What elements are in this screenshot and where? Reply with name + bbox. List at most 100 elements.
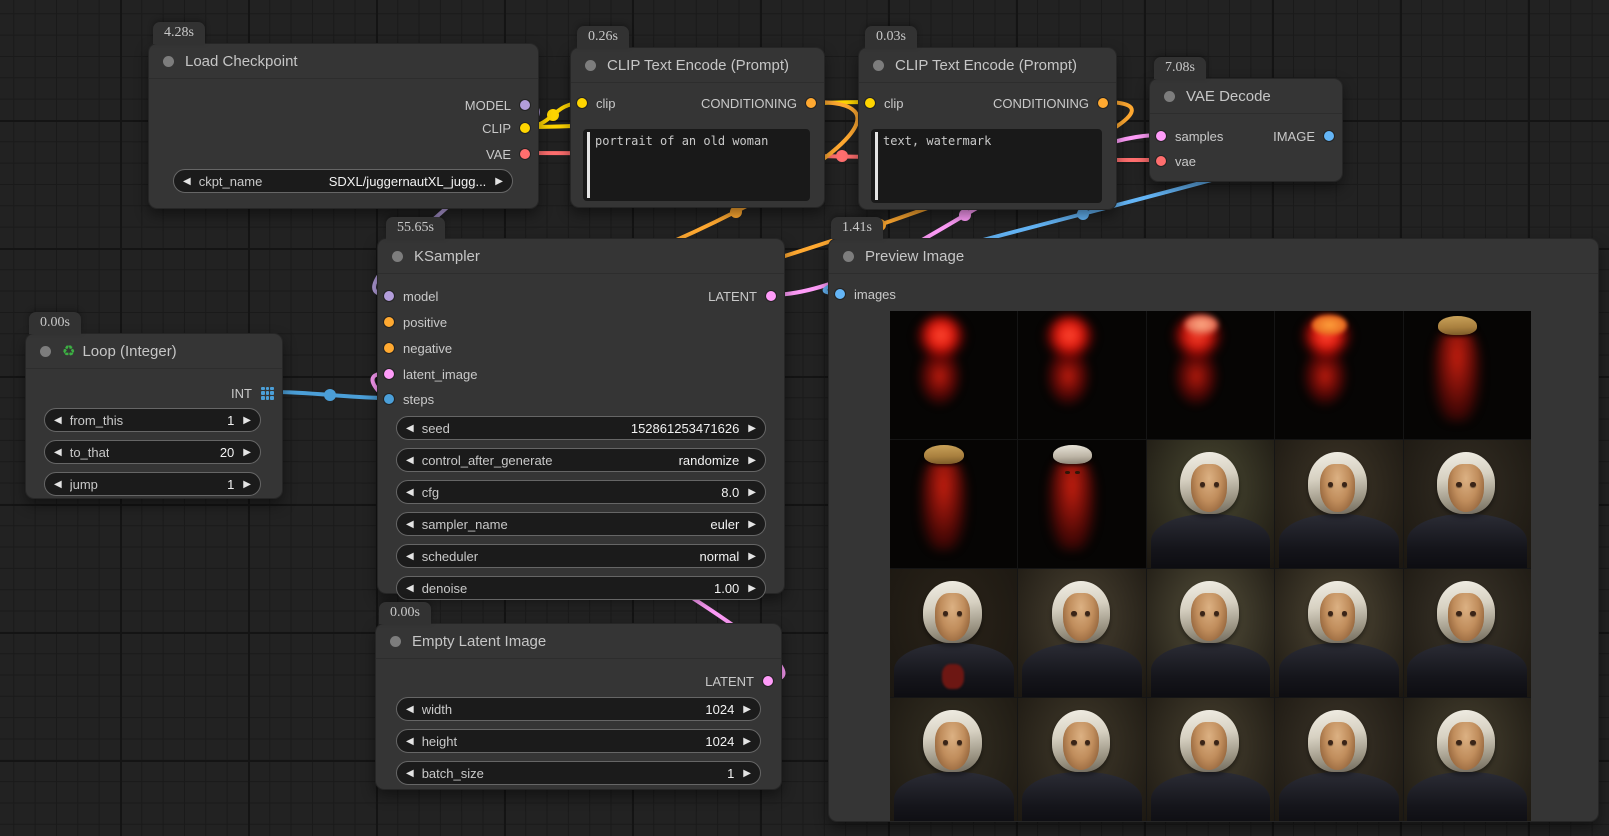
output-image[interactable]: IMAGE (1273, 128, 1334, 144)
increment-arrow-icon[interactable]: ▶ (743, 703, 751, 715)
decrement-arrow-icon[interactable]: ◀ (406, 422, 414, 434)
model-port-icon[interactable] (520, 100, 530, 110)
decrement-arrow-icon[interactable]: ◀ (406, 735, 414, 747)
node-load-checkpoint[interactable]: 4.28s Load Checkpoint MODEL CLIP VAE ◀ ck… (148, 22, 539, 209)
increment-arrow-icon[interactable]: ▶ (243, 414, 251, 426)
decrement-arrow-icon[interactable]: ◀ (406, 518, 414, 530)
model-port-icon[interactable] (384, 291, 394, 301)
input-model[interactable]: model (384, 288, 438, 304)
decrement-arrow-icon[interactable]: ◀ (54, 414, 62, 426)
increment-arrow-icon[interactable]: ▶ (748, 454, 756, 466)
collapse-dot-icon[interactable] (585, 59, 596, 71)
node-preview-image[interactable]: 1.41s Preview Image images (828, 217, 1599, 822)
input-clip[interactable]: clip (577, 95, 616, 111)
increment-arrow-icon[interactable]: ▶ (748, 422, 756, 434)
increment-arrow-icon[interactable]: ▶ (495, 175, 503, 187)
collapse-dot-icon[interactable] (392, 250, 403, 262)
increment-arrow-icon[interactable]: ▶ (743, 735, 751, 747)
widget-seed[interactable]: ◀ seed 152861253471626 ▶ (396, 416, 766, 440)
widget-scheduler[interactable]: ◀ scheduler normal ▶ (396, 544, 766, 568)
prompt-textarea[interactable]: portrait of an old woman (583, 129, 810, 201)
widget-height[interactable]: ◀ height 1024 ▶ (396, 729, 761, 753)
latent-port-icon[interactable] (766, 291, 776, 301)
widget-jump[interactable]: ◀ jump 1 ▶ (44, 472, 261, 496)
output-vae[interactable]: VAE (486, 146, 530, 162)
output-clip[interactable]: CLIP (482, 120, 530, 136)
widget-denoise[interactable]: ◀ denoise 1.00 ▶ (396, 576, 766, 600)
input-negative[interactable]: negative (384, 340, 452, 356)
output-latent[interactable]: LATENT (708, 288, 776, 304)
node-clip-text-encode-negative[interactable]: 0.03s CLIP Text Encode (Prompt) clip CON… (858, 26, 1117, 210)
collapse-dot-icon[interactable] (40, 345, 51, 357)
link-midpoint-dot[interactable] (547, 109, 559, 121)
output-latent[interactable]: LATENT (705, 673, 773, 689)
vae-port-icon[interactable] (1156, 156, 1166, 166)
conditioning-port-icon[interactable] (384, 343, 394, 353)
widget-from_this[interactable]: ◀ from_this 1 ▶ (44, 408, 261, 432)
clip-port-icon[interactable] (520, 123, 530, 133)
decrement-arrow-icon[interactable]: ◀ (406, 703, 414, 715)
image-port-icon[interactable] (1324, 131, 1334, 141)
widget-control_after_generate[interactable]: ◀ control_after_generate randomize ▶ (396, 448, 766, 472)
widget-cfg[interactable]: ◀ cfg 8.0 ▶ (396, 480, 766, 504)
input-vae[interactable]: vae (1156, 153, 1196, 169)
clip-port-icon[interactable] (865, 98, 875, 108)
latent-port-icon[interactable] (763, 676, 773, 686)
widget-ckpt_name[interactable]: ◀ ckpt_name SDXL/juggernautXL_jugg... ▶ (173, 169, 513, 193)
latent-port-icon[interactable] (384, 369, 394, 379)
output-conditioning[interactable]: CONDITIONING (701, 95, 816, 111)
collapse-dot-icon[interactable] (873, 59, 884, 71)
link-midpoint-dot[interactable] (324, 389, 336, 401)
decrement-arrow-icon[interactable]: ◀ (183, 175, 191, 187)
input-positive[interactable]: positive (384, 314, 447, 330)
output-int[interactable]: INT (231, 385, 274, 401)
collapse-dot-icon[interactable] (1164, 90, 1175, 102)
collapse-dot-icon[interactable] (843, 250, 854, 262)
increment-arrow-icon[interactable]: ▶ (243, 478, 251, 490)
increment-arrow-icon[interactable]: ▶ (748, 518, 756, 530)
collapse-dot-icon[interactable] (390, 635, 401, 647)
input-images[interactable]: images (835, 286, 896, 302)
vae-port-icon[interactable] (520, 149, 530, 159)
node-empty-latent-image[interactable]: 0.00s Empty Latent Image LATENT ◀ width 10… (375, 602, 782, 790)
node-ksampler[interactable]: 55.65s KSampler model LATENT positive ne… (377, 217, 785, 600)
link-midpoint-dot[interactable] (1077, 208, 1089, 220)
increment-arrow-icon[interactable]: ▶ (243, 446, 251, 458)
increment-arrow-icon[interactable]: ▶ (743, 767, 751, 779)
conditioning-port-icon[interactable] (1098, 98, 1108, 108)
conditioning-port-icon[interactable] (384, 317, 394, 327)
decrement-arrow-icon[interactable]: ◀ (406, 454, 414, 466)
widget-to_that[interactable]: ◀ to_that 20 ▶ (44, 440, 261, 464)
collapse-dot-icon[interactable] (163, 55, 174, 67)
decrement-arrow-icon[interactable]: ◀ (54, 446, 62, 458)
decrement-arrow-icon[interactable]: ◀ (406, 767, 414, 779)
link-midpoint-dot[interactable] (959, 209, 971, 221)
output-model[interactable]: MODEL (465, 97, 530, 113)
prompt-textarea[interactable]: text, watermark (871, 129, 1102, 203)
clip-port-icon[interactable] (577, 98, 587, 108)
int-list-port-icon[interactable] (261, 386, 274, 400)
latent-port-icon[interactable] (1156, 131, 1166, 141)
decrement-arrow-icon[interactable]: ◀ (54, 478, 62, 490)
link-midpoint-dot[interactable] (730, 206, 742, 218)
link-midpoint-dot[interactable] (836, 150, 848, 162)
input-steps[interactable]: steps (384, 391, 434, 407)
input-clip[interactable]: clip (865, 95, 904, 111)
increment-arrow-icon[interactable]: ▶ (748, 486, 756, 498)
decrement-arrow-icon[interactable]: ◀ (406, 582, 414, 594)
decrement-arrow-icon[interactable]: ◀ (406, 550, 414, 562)
decrement-arrow-icon[interactable]: ◀ (406, 486, 414, 498)
input-latent-image[interactable]: latent_image (384, 366, 477, 382)
increment-arrow-icon[interactable]: ▶ (748, 582, 756, 594)
node-loop-integer[interactable]: 0.00s ♻ Loop (Integer) INT ◀ from_this 1 ▶ ◀ t… (25, 312, 283, 499)
widget-width[interactable]: ◀ width 1024 ▶ (396, 697, 761, 721)
increment-arrow-icon[interactable]: ▶ (748, 550, 756, 562)
int-port-icon[interactable] (384, 394, 394, 404)
input-samples[interactable]: samples (1156, 128, 1223, 144)
image-port-icon[interactable] (835, 289, 845, 299)
conditioning-port-icon[interactable] (806, 98, 816, 108)
node-vae-decode[interactable]: 7.08s VAE Decode samples IMAGE vae (1149, 57, 1343, 182)
output-conditioning[interactable]: CONDITIONING (993, 95, 1108, 111)
widget-batch_size[interactable]: ◀ batch_size 1 ▶ (396, 761, 761, 785)
